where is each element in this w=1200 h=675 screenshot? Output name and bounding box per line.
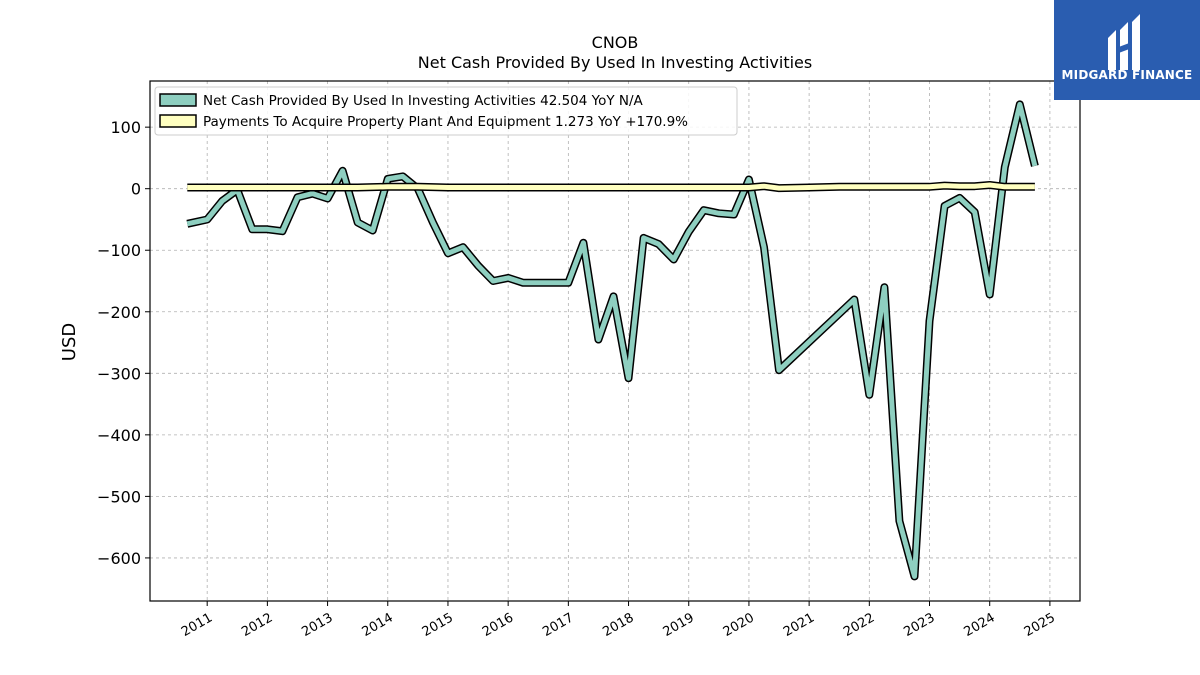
plot-area-frame	[149, 80, 1081, 602]
x-tick-label: 2022	[841, 610, 877, 640]
legend-box	[154, 86, 738, 136]
series-line-outline	[186, 100, 1039, 581]
series-line-1	[186, 101, 1038, 579]
x-tick-label: 2013	[299, 610, 335, 640]
x-tick-label: 2024	[962, 610, 998, 640]
y-axis: 100 0 −100 −200 −300 −400 −500 −600	[97, 118, 150, 568]
x-tick-label: 2023	[901, 610, 937, 640]
x-tick-label: 2016	[480, 610, 516, 640]
y-tick-label: −500	[97, 487, 141, 506]
chart-title: CNOB	[592, 33, 639, 52]
y-tick-label: −600	[97, 549, 141, 568]
x-tick-label: 2012	[239, 610, 275, 640]
x-tick-label: 2025	[1022, 610, 1058, 640]
y-tick-label: 100	[110, 118, 141, 137]
x-tick-label: 2015	[420, 610, 456, 640]
series-layer	[186, 100, 1039, 581]
chart-subtitle: Net Cash Provided By Used In Investing A…	[418, 53, 812, 72]
series-line-2	[187, 182, 1035, 191]
x-tick-label: 2019	[661, 610, 697, 640]
y-tick-label: −100	[97, 241, 141, 260]
y-tick-label: 0	[131, 180, 141, 199]
y-axis-label: USD	[59, 323, 80, 361]
x-tick-label: 2020	[721, 610, 757, 640]
y-tick-label: −200	[97, 303, 141, 322]
y-tick-label: −300	[97, 364, 141, 383]
legend-swatch	[159, 114, 197, 128]
midgard-finance-logo: MIDGARD FINANCE	[1054, 0, 1200, 100]
x-tick-label: 2017	[540, 610, 576, 640]
y-tick-label: −400	[97, 426, 141, 445]
x-tick-label: 2018	[600, 610, 636, 640]
grid	[150, 81, 1080, 601]
legend-entry-label: Payments To Acquire Property Plant And E…	[203, 114, 688, 130]
logo-mark-icon	[1108, 14, 1140, 70]
x-tick-label: 2021	[781, 610, 817, 640]
legend-swatch	[159, 93, 197, 107]
x-axis: 2011 2012 2013 2014 2015 2016 2017 2018 2019 2020…	[179, 601, 1058, 640]
logo-text: MIDGARD FINANCE	[1061, 68, 1193, 82]
x-tick-label: 2011	[179, 610, 215, 640]
legend-entry-label: Net Cash Provided By Used In Investing A…	[203, 93, 644, 109]
legend: Net Cash Provided By Used In Investing A…	[154, 86, 738, 136]
x-tick-label: 2014	[360, 610, 396, 640]
